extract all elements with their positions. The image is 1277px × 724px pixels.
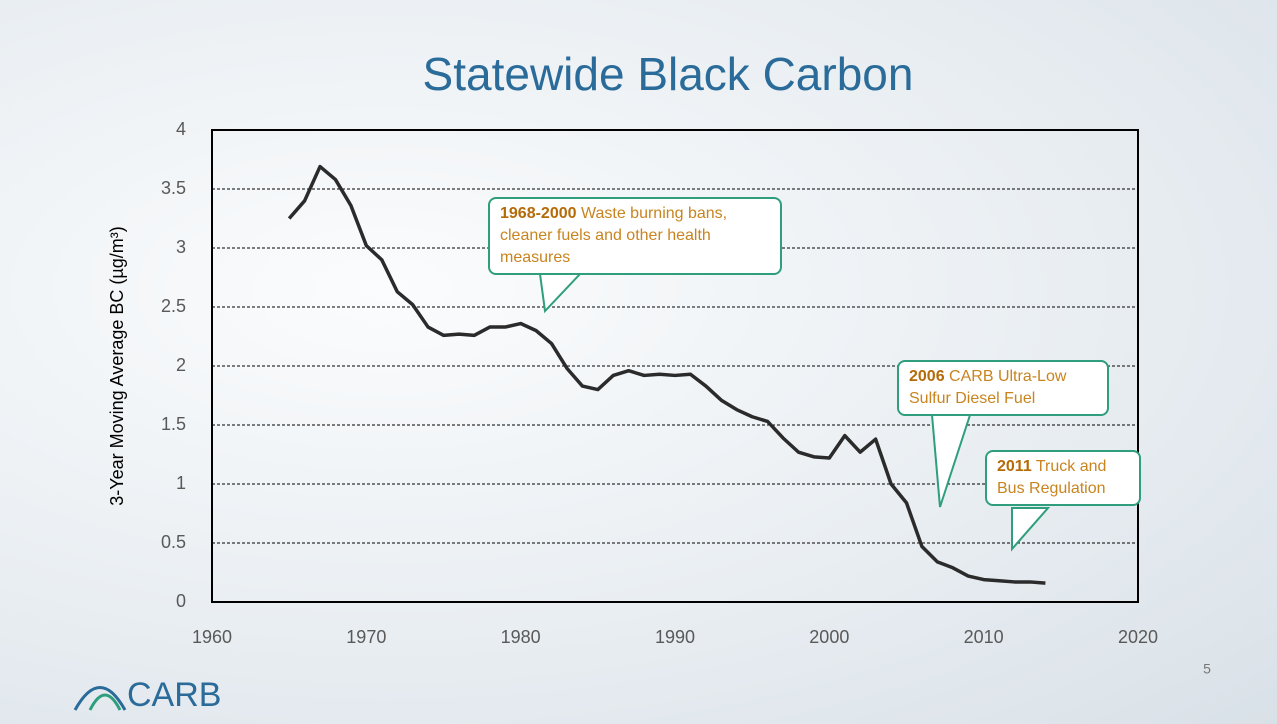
y-axis-label: 3-Year Moving Average BC (µg/m³): [107, 226, 127, 506]
x-tick-label: 1990: [655, 627, 695, 647]
x-tick-label: 1970: [346, 627, 386, 647]
y-tick-label: 0.5: [161, 532, 186, 552]
logo: CARB: [73, 676, 221, 714]
annotation-bold: 1968-2000: [500, 205, 577, 222]
callout-pointer: [1011, 507, 1051, 552]
annotation-bold: 2006: [909, 368, 945, 385]
y-tick-label: 2: [176, 355, 186, 375]
callout-pointer: [930, 414, 972, 508]
plot-frame: [211, 129, 1139, 603]
logo-text: CARB: [127, 676, 221, 714]
y-tick-label: 4: [176, 119, 186, 139]
x-tick-label: 2020: [1118, 627, 1158, 647]
annotation: 2006 CARB Ultra-Low Sulfur Diesel Fuel: [897, 360, 1109, 416]
x-tick-label: 1980: [501, 627, 541, 647]
data-line: [287, 164, 1046, 585]
page-number: 5: [1203, 661, 1211, 677]
annotation-text: CARB Ultra-Low Sulfur Diesel Fuel: [909, 368, 1067, 407]
chart-title: Statewide Black Carbon: [423, 48, 914, 100]
y-tick-label: 1: [176, 473, 186, 493]
callout-pointer: [538, 273, 583, 314]
x-tick-label: 2010: [964, 627, 1004, 647]
x-tick-label: 2000: [809, 627, 849, 647]
y-tick-label: 0: [176, 591, 186, 611]
annotation-text: Waste burning bans, cleaner fuels and ot…: [500, 205, 728, 266]
y-tick-label: 3.5: [161, 178, 186, 198]
annotation-bold: 2011: [997, 458, 1032, 475]
y-tick-label: 3: [176, 237, 186, 257]
x-tick-label: 1960: [192, 627, 232, 647]
annotation-text: Truck and Bus Regulation: [997, 458, 1107, 497]
annotation: 2011 Truck and Bus Regulation: [985, 450, 1141, 506]
annotation: 1968-2000 Waste burning bans, cleaner fu…: [488, 197, 782, 275]
y-tick-label: 2.5: [161, 296, 186, 316]
y-tick-label: 1.5: [161, 414, 186, 434]
